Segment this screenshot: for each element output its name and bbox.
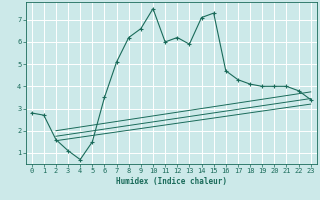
- X-axis label: Humidex (Indice chaleur): Humidex (Indice chaleur): [116, 177, 227, 186]
